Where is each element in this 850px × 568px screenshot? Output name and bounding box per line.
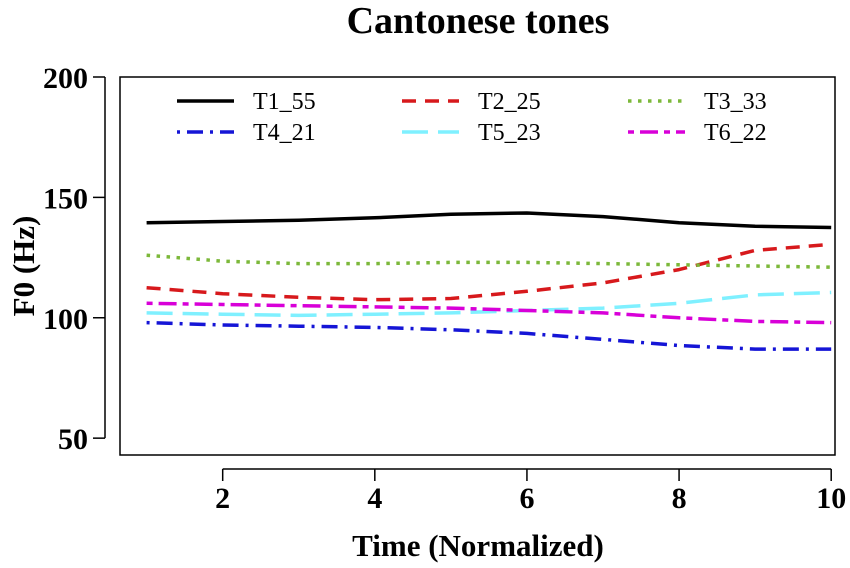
legend: T1_55 T2_25 T3_33 T4_21 T5_23 T6_22 [177, 89, 767, 146]
series-lines [146, 211, 832, 351]
y-axis: 50 100 150 200 [43, 62, 106, 456]
x-axis: 2 4 6 8 10 [215, 468, 846, 515]
plot-frame [119, 76, 836, 456]
legend-label: T6_22 [704, 120, 767, 146]
series-line-t3-33 [146, 253, 832, 269]
legend-label: T3_33 [704, 89, 767, 115]
legend-label: T2_25 [478, 89, 541, 115]
x-tick-label: 2 [215, 482, 230, 515]
series-line-t2-25 [146, 242, 832, 302]
series-line-t5-23 [146, 290, 832, 318]
x-tick-label: 4 [367, 482, 382, 515]
y-axis-label: F0 (Hz) [6, 216, 41, 317]
y-tick-label: 200 [43, 62, 88, 95]
chart-title: Cantonese tones [347, 0, 610, 42]
y-tick-label: 50 [58, 423, 88, 456]
x-tick-label: 10 [816, 482, 846, 515]
legend-label: T5_23 [478, 120, 541, 146]
series-line-t6-22 [146, 301, 832, 325]
legend-label: T4_21 [253, 120, 316, 146]
y-tick-label: 150 [43, 182, 88, 215]
legend-label: T1_55 [253, 89, 316, 115]
x-axis-label: Time (Normalized) [352, 528, 604, 563]
series-line-t4-21 [146, 320, 832, 351]
y-tick-label: 100 [43, 303, 88, 336]
series-line-t1-55 [146, 211, 832, 230]
x-tick-label: 6 [519, 482, 534, 515]
x-tick-label: 8 [672, 482, 687, 515]
